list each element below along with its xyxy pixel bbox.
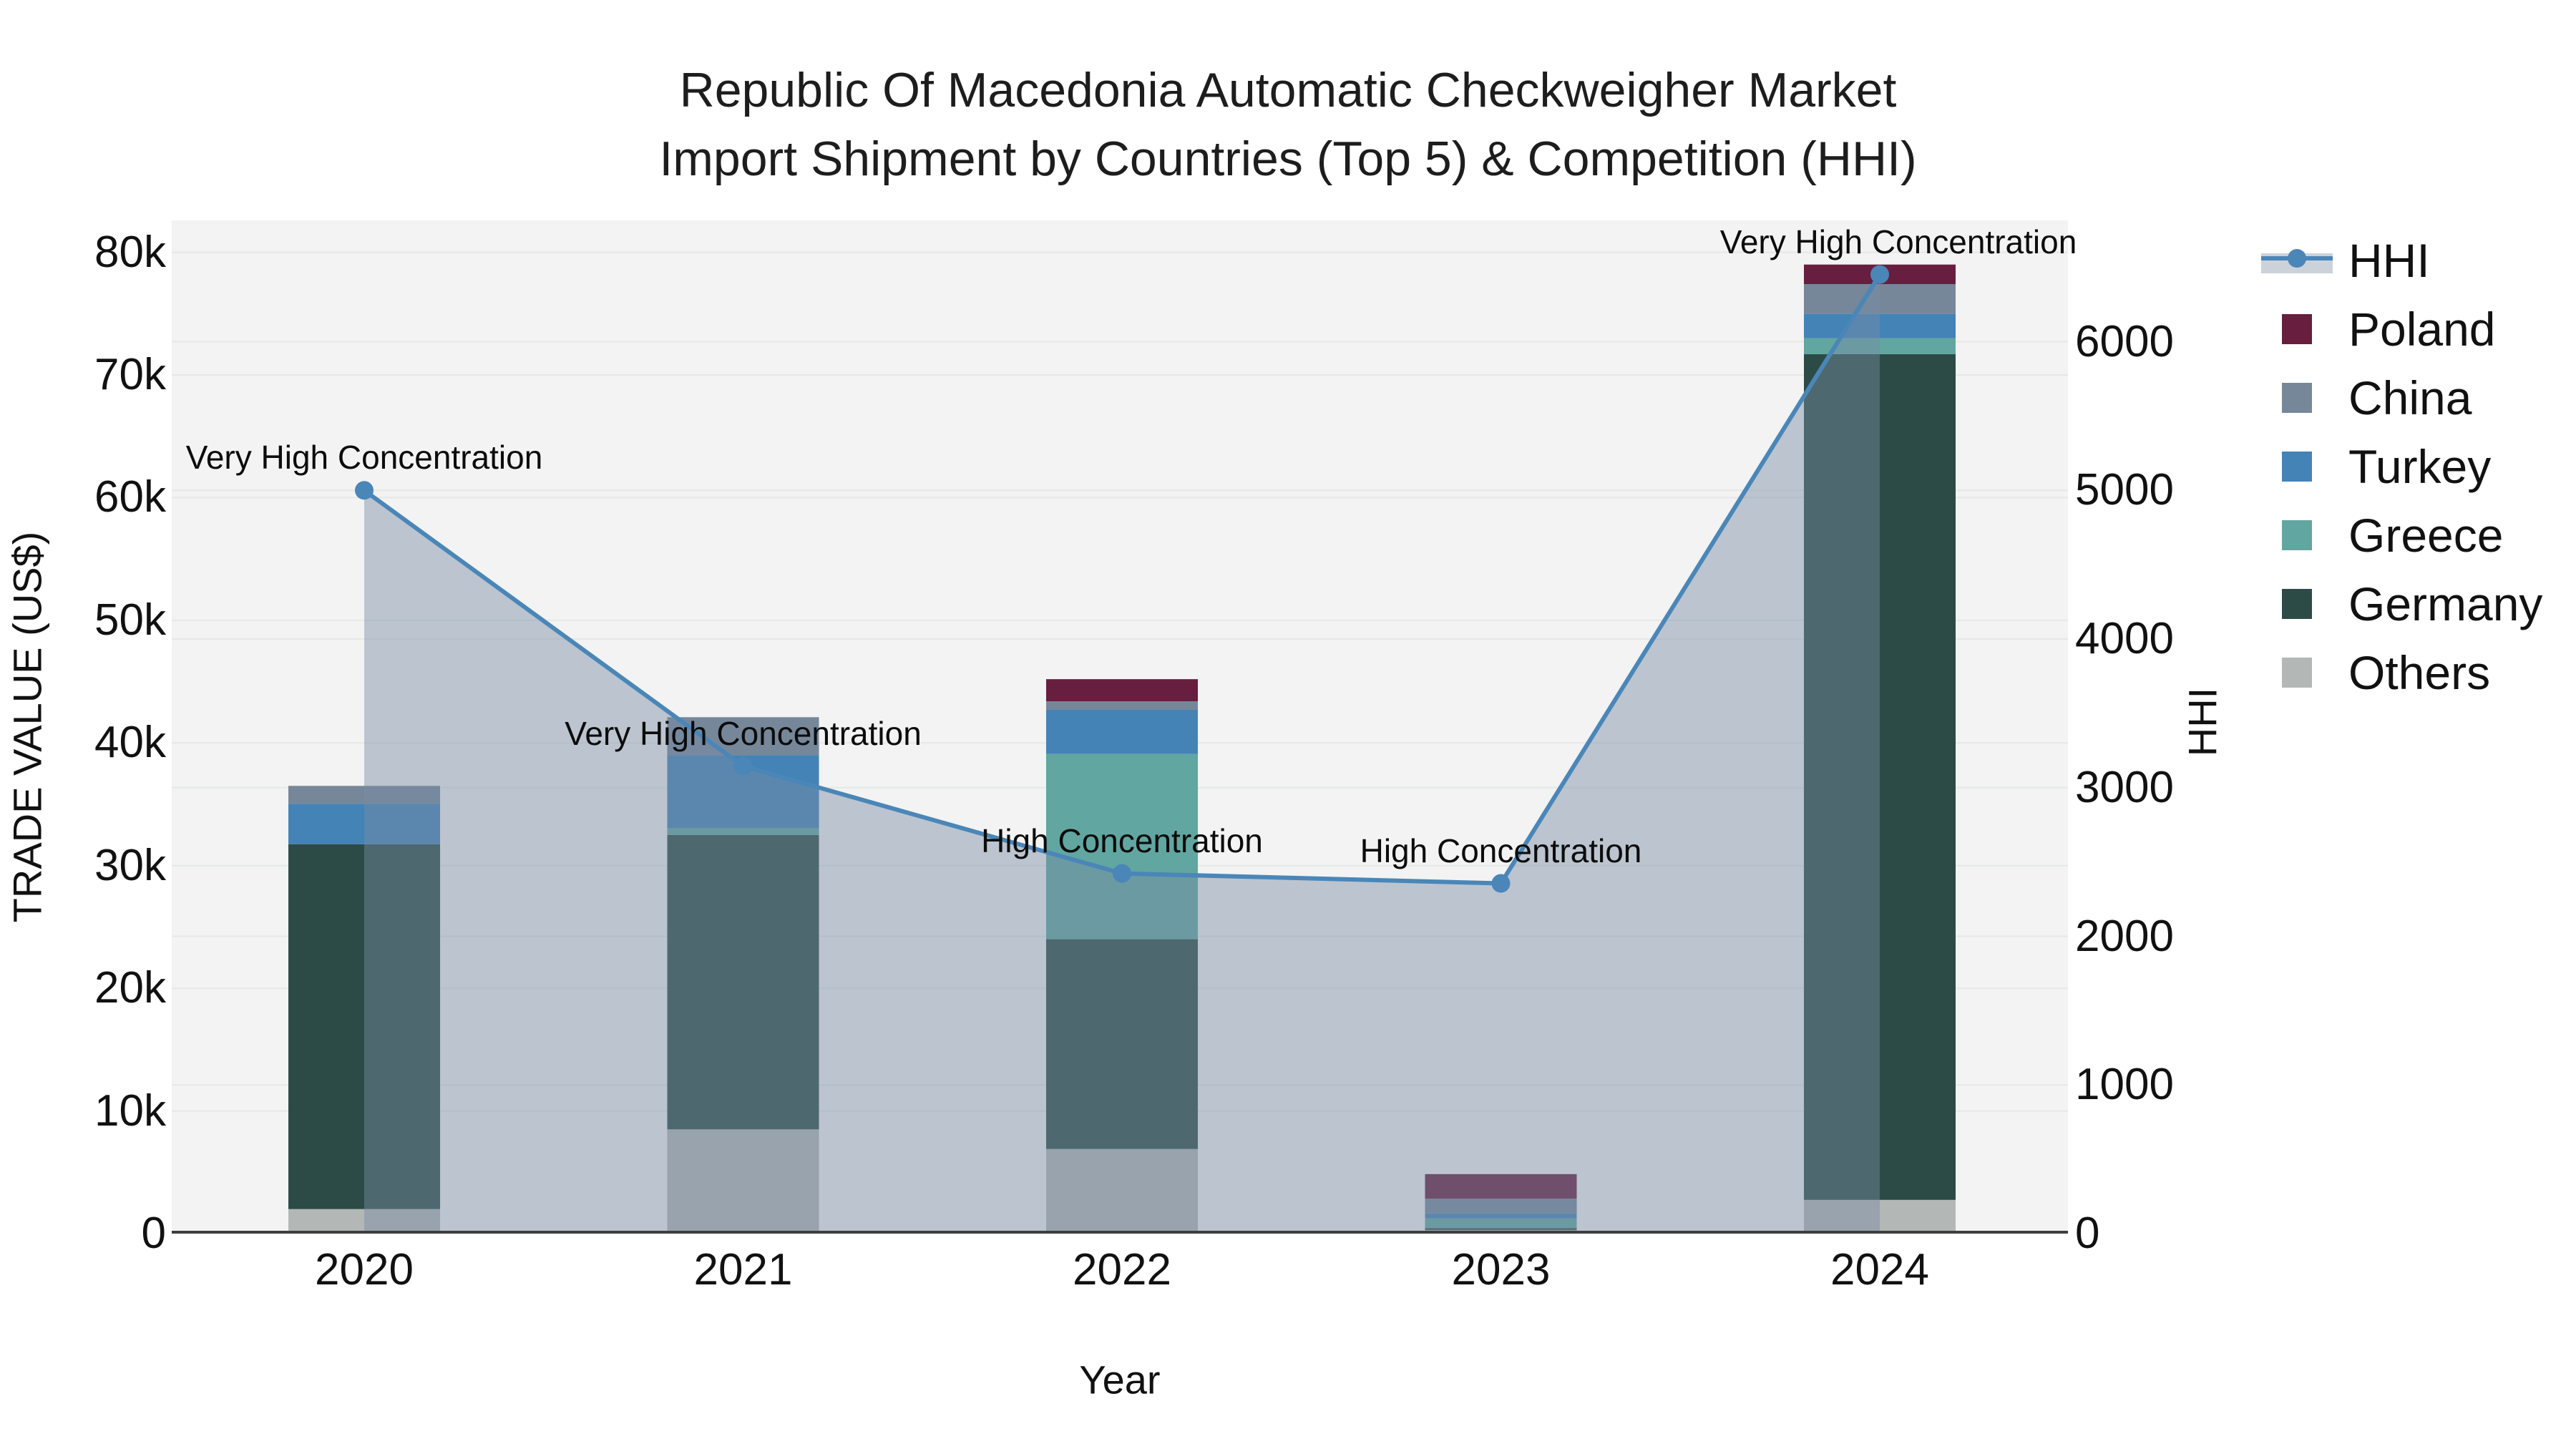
bar-segment-greece-2024[interactable] [1804, 338, 1956, 354]
bar-segment-turkey-2020[interactable] [288, 804, 440, 844]
y-left-tick-0: 0 [141, 1209, 166, 1258]
y-left-tick-80k: 80k [94, 227, 166, 277]
bar-segment-others-2024[interactable] [1804, 1199, 1956, 1234]
x-tick-2024: 2024 [1830, 1245, 1929, 1294]
chart-title: Republic Of Macedonia Automatic Checkwei… [0, 56, 2576, 193]
y-axis-right-title: HHI [2180, 687, 2225, 757]
y-right-tick-2000: 2000 [2075, 911, 2174, 961]
bar-segment-poland-2023[interactable] [1425, 1174, 1577, 1199]
hhi-marker-2023[interactable] [1491, 874, 1511, 893]
bar-segment-germany-2024[interactable] [1804, 353, 1956, 1200]
y-axis-left-title: TRADE VALUE (US$) [4, 531, 50, 923]
turkey-color-swatch-icon [2261, 452, 2333, 482]
bar-segment-germany-2023[interactable] [1425, 1228, 1577, 1230]
legend-label: China [2348, 371, 2472, 424]
legend-label: Poland [2348, 303, 2496, 356]
annotation-2023: High Concentration [1360, 831, 1642, 869]
y-right-tick-0: 0 [2075, 1209, 2100, 1258]
bar-segment-china-2023[interactable] [1425, 1199, 1577, 1214]
annotation-2020: Very High Concentration [185, 439, 543, 477]
y-right-tick-1000: 1000 [2075, 1060, 2174, 1110]
annotation-2022: High Concentration [981, 821, 1263, 859]
bar-segment-germany-2022[interactable] [1046, 939, 1198, 1149]
y-left-tick-30k: 30k [94, 840, 166, 890]
bar-segment-turkey-2023[interactable] [1425, 1213, 1577, 1219]
y-right-tick-6000: 6000 [2075, 316, 2174, 366]
legend-label: HHI [2348, 234, 2430, 287]
china-color-swatch-icon [2261, 383, 2333, 413]
greece-color-swatch-icon [2261, 520, 2333, 550]
bar-segment-germany-2021[interactable] [667, 834, 819, 1130]
germany-color-swatch-icon [2261, 589, 2333, 619]
y-right-tick-3000: 3000 [2075, 762, 2174, 812]
legend-item-poland[interactable]: Poland [2261, 295, 2542, 364]
y-left-tick-50k: 50k [94, 595, 166, 645]
bar-segment-turkey-2024[interactable] [1804, 313, 1956, 338]
bar-segment-greece-2021[interactable] [667, 828, 819, 835]
y-left-tick-10k: 10k [94, 1085, 166, 1136]
bar-segment-turkey-2022[interactable] [1046, 710, 1198, 754]
x-tick-2021: 2021 [693, 1245, 793, 1294]
chart-title-line2: Import Shipment by Countries (Top 5) & C… [659, 132, 1917, 186]
annotation-2021: Very High Concentration [565, 714, 922, 752]
bar-segment-others-2022[interactable] [1046, 1148, 1198, 1234]
bar-segment-others-2020[interactable] [288, 1209, 440, 1234]
annotation-2024: Very High Concentration [1719, 223, 2077, 260]
others-color-swatch-icon [2261, 658, 2333, 688]
hhi-line-swatch-icon [2261, 245, 2333, 276]
poland-color-swatch-icon [2261, 314, 2333, 344]
legend-item-china[interactable]: China [2261, 364, 2542, 432]
legend-item-turkey[interactable]: Turkey [2261, 432, 2542, 501]
bar-segment-china-2021[interactable] [667, 717, 819, 756]
bar-segment-china-2024[interactable] [1804, 284, 1956, 314]
hhi-area-fill [364, 274, 1880, 1234]
bar-segment-china-2020[interactable] [288, 786, 440, 804]
legend-label: Germany [2348, 577, 2543, 630]
legend-item-greece[interactable]: Greece [2261, 501, 2542, 570]
x-tick-2020: 2020 [315, 1245, 414, 1294]
y-left-tick-40k: 40k [94, 718, 166, 768]
bar-segment-greece-2022[interactable] [1046, 753, 1198, 940]
bar-segment-others-2021[interactable] [667, 1129, 819, 1234]
x-tick-2023: 2023 [1451, 1245, 1551, 1294]
x-tick-2022: 2022 [1073, 1245, 1171, 1294]
hhi-marker-2020[interactable] [355, 481, 374, 500]
legend-item-hhi[interactable]: HHI [2261, 226, 2542, 295]
y-right-tick-5000: 5000 [2075, 465, 2174, 515]
plot-area [172, 220, 2068, 1234]
bar-segment-germany-2020[interactable] [288, 844, 440, 1209]
legend-label: Others [2348, 646, 2491, 699]
legend-item-germany[interactable]: Germany [2261, 570, 2542, 638]
hhi-marker-2024[interactable] [1870, 265, 1889, 284]
legend-label: Greece [2348, 509, 2504, 562]
y-right-tick-4000: 4000 [2075, 614, 2174, 663]
bar-segment-poland-2022[interactable] [1046, 679, 1198, 701]
legend-label: Turkey [2348, 440, 2492, 493]
y-left-tick-70k: 70k [94, 350, 166, 399]
y-left-tick-20k: 20k [94, 963, 166, 1013]
x-axis-title: Year [1079, 1357, 1161, 1402]
hhi-marker-2021[interactable] [733, 756, 753, 776]
legend: HHI Poland China Turkey Greece Germany Others [2261, 226, 2542, 707]
y-left-tick-60k: 60k [94, 472, 166, 522]
hhi-marker-2022[interactable] [1113, 864, 1131, 883]
chart-title-line1: Republic Of Macedonia Automatic Checkwei… [679, 63, 1897, 117]
legend-item-others[interactable]: Others [2261, 638, 2542, 707]
bar-segment-china-2022[interactable] [1046, 701, 1198, 710]
bar-segment-greece-2023[interactable] [1425, 1218, 1577, 1229]
